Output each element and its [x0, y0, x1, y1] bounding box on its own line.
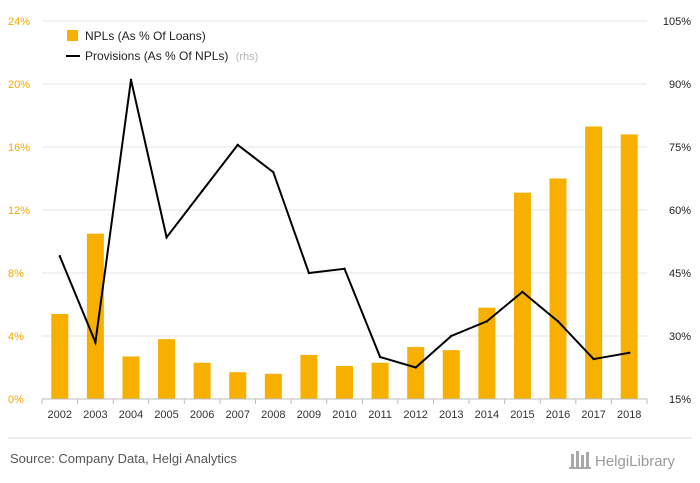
line-series — [58, 78, 631, 369]
legend-label-line-suffix: (rhs) — [236, 51, 259, 63]
bar — [300, 354, 318, 399]
legend-swatch-bar — [67, 30, 78, 41]
line-point — [592, 357, 595, 361]
y-left-tick-label: 4% — [8, 331, 24, 343]
line-point — [307, 271, 311, 275]
y-right-tick-label: 105% — [663, 16, 691, 28]
x-tick-label: 2009 — [297, 409, 321, 421]
bar — [158, 339, 176, 399]
line-point — [272, 171, 275, 174]
line-point — [450, 334, 453, 338]
bar — [122, 356, 140, 399]
y-right-tick-label: 90% — [669, 79, 691, 91]
line-point — [414, 366, 417, 369]
x-tick-label: 2016 — [546, 409, 570, 421]
y-left-tick-label: 0% — [8, 394, 24, 406]
y-left-tick-label: 24% — [8, 16, 30, 28]
line-point — [521, 290, 524, 294]
brand-name: HelgiLibrary — [595, 453, 676, 470]
y-left-tick-label: 8% — [8, 268, 24, 280]
bar — [371, 362, 389, 399]
x-tick-label: 2007 — [225, 409, 249, 421]
x-tick-label: 2010 — [332, 409, 356, 421]
y-right-tick-label: 30% — [669, 331, 691, 343]
line-point — [343, 267, 346, 270]
legend: NPLs (As % Of Loans) Provisions (As % Of… — [66, 29, 258, 63]
source-note: Source: Company Data, Helgi Analytics — [10, 451, 237, 466]
right-axis: 15% 30% 45% 60% 75% 90% 105% — [663, 16, 691, 406]
line-point — [378, 355, 382, 359]
x-tick-label: 2002 — [48, 409, 72, 421]
x-tick-label: 2013 — [439, 409, 463, 421]
y-left-tick-label: 12% — [8, 205, 30, 217]
y-right-tick-label: 15% — [669, 394, 691, 406]
line-point — [236, 143, 239, 147]
x-tick-label: 2017 — [581, 409, 605, 421]
line-point — [556, 320, 560, 323]
line-point — [200, 189, 204, 193]
provisions-line — [58, 79, 630, 369]
bar — [86, 233, 104, 399]
line-point — [165, 236, 168, 239]
line-point — [628, 351, 631, 354]
y-left-tick-label: 16% — [8, 142, 30, 154]
brand-logo: HelgiLibrary — [569, 451, 676, 470]
x-tick-label: 2014 — [475, 409, 499, 421]
library-icon — [569, 451, 591, 469]
x-tick-label: 2004 — [119, 409, 143, 421]
bar — [549, 178, 567, 399]
x-tick-label: 2015 — [510, 409, 534, 421]
bar — [336, 365, 353, 399]
y-right-tick-label: 75% — [669, 142, 691, 154]
y-left-tick-label: 20% — [8, 79, 30, 91]
left-axis: 0% 4% 8% 12% 16% 20% 24% — [8, 16, 30, 406]
line-point — [94, 341, 97, 344]
bar-series — [51, 126, 638, 400]
bar — [264, 373, 282, 399]
bar — [442, 350, 460, 399]
legend-label-line: Provisions (As % Of NPLs) (rhs) — [85, 49, 258, 63]
bar — [229, 372, 247, 399]
bar — [51, 313, 69, 399]
x-tick-label: 2008 — [261, 409, 285, 421]
legend-label-line-name: Provisions (As % Of NPLs) — [85, 49, 228, 63]
x-tick-label: 2011 — [368, 409, 392, 421]
bar — [513, 192, 531, 399]
bar — [620, 134, 638, 399]
x-tick-label: 2018 — [617, 409, 641, 421]
bar — [478, 307, 496, 399]
line-point — [129, 78, 133, 82]
line-point — [485, 320, 489, 323]
bar — [407, 347, 425, 399]
x-axis: 2002 2003 2004 2005 2006 2007 2008 2009 2010 2011… — [41, 398, 648, 421]
bar — [193, 362, 211, 399]
bar — [585, 126, 603, 400]
x-tick-label: 2012 — [403, 409, 427, 421]
line-point — [58, 255, 61, 258]
y-right-tick-label: 45% — [669, 268, 691, 280]
x-tick-label: 2005 — [154, 409, 178, 421]
x-tick-label: 2003 — [83, 409, 107, 421]
legend-label-bar: NPLs (As % Of Loans) — [85, 29, 206, 43]
y-right-tick-label: 60% — [669, 205, 691, 217]
grid-lines — [42, 20, 647, 337]
x-tick-label: 2006 — [190, 409, 214, 421]
